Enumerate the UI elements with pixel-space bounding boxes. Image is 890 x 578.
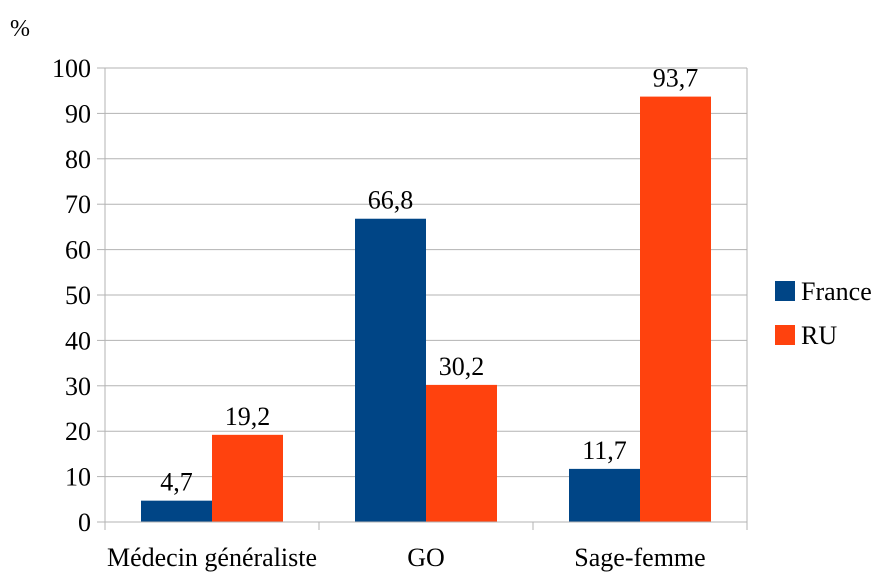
- bar-ru-1: [426, 384, 497, 522]
- y-axis-unit-label: %: [10, 16, 30, 42]
- legend-swatch-ru: [775, 325, 795, 345]
- bars: [141, 96, 711, 523]
- y-tick-label-80: 80: [65, 145, 91, 174]
- legend: France RU: [775, 277, 872, 350]
- y-tick-label-70: 70: [65, 190, 91, 219]
- bar-ru-0: [212, 434, 283, 522]
- data-label-france-2: 11,7: [582, 436, 627, 465]
- y-tick-label-10: 10: [65, 463, 91, 492]
- legend-label-ru: RU: [801, 321, 837, 350]
- data-label-ru-0: 19,2: [225, 402, 271, 431]
- y-tick-label-40: 40: [65, 326, 91, 355]
- data-label-france-0: 4,7: [160, 468, 193, 497]
- bar-france-2: [569, 468, 640, 522]
- x-tick-label-1: GO: [407, 543, 445, 572]
- y-tick-label-30: 30: [65, 372, 91, 401]
- x-tick-label-2: Sage-femme: [574, 543, 705, 572]
- y-tick-label-60: 60: [65, 236, 91, 265]
- y-tick-label-90: 90: [65, 99, 91, 128]
- y-tick-label-20: 20: [65, 417, 91, 446]
- y-tick-label-0: 0: [78, 508, 91, 537]
- legend-swatch-france: [775, 281, 795, 301]
- data-label-ru-1: 30,2: [439, 352, 485, 381]
- y-tick-label-100: 100: [52, 54, 91, 83]
- data-label-ru-2: 93,7: [653, 64, 699, 93]
- data-label-france-1: 66,8: [368, 186, 414, 215]
- legend-label-france: France: [801, 277, 872, 306]
- axes: 0 10 20 30 40 50 60 70 80 90 100 Médecin généralist…: [52, 54, 748, 572]
- bar-ru-2: [640, 96, 711, 523]
- bar-france-1: [355, 218, 426, 522]
- y-tick-label-50: 50: [65, 281, 91, 310]
- bar-france-0: [141, 500, 212, 522]
- x-tick-label-0: Médecin généraliste: [107, 543, 317, 572]
- data-labels: 4,7 19,2 66,8 30,2 11,7 93,7: [160, 64, 698, 497]
